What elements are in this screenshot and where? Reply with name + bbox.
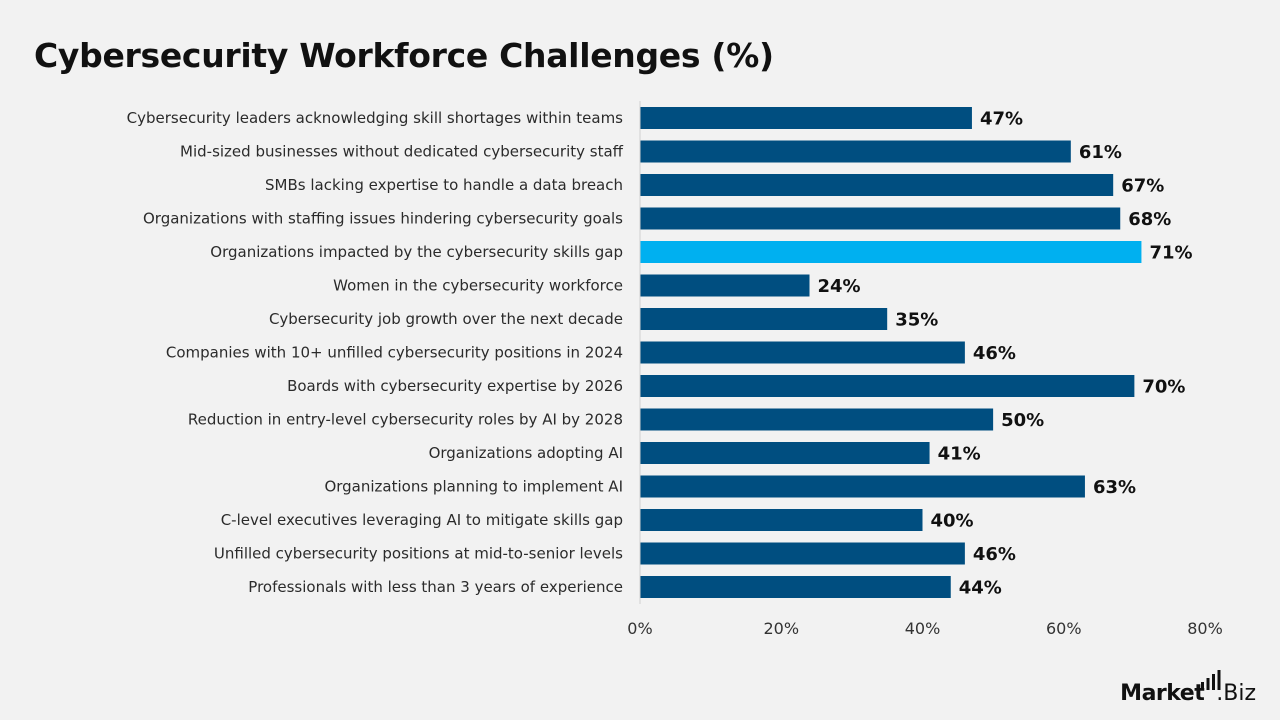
category-labels: Cybersecurity leaders acknowledging skil… — [127, 109, 624, 596]
bar — [640, 107, 972, 129]
category-label: C-level executives leveraging AI to miti… — [221, 511, 623, 529]
bar — [640, 207, 1121, 230]
value-label: 50% — [1001, 410, 1044, 431]
category-label: Mid-sized businesses without dedicated c… — [180, 143, 624, 161]
value-label: 70% — [1142, 377, 1185, 398]
value-label: 47% — [980, 109, 1023, 130]
value-label: 46% — [973, 544, 1016, 565]
bar — [640, 308, 888, 330]
bars — [640, 107, 1142, 598]
value-label: 67% — [1121, 176, 1164, 197]
value-label: 41% — [938, 444, 981, 465]
value-labels: 47% 61% 67% 68% 71% 24% 35% 46% 70% 50% 41% 63% 40% 4… — [818, 109, 1193, 599]
category-label: Organizations with staffing issues hinde… — [143, 210, 623, 228]
value-label: 44% — [959, 578, 1002, 599]
brand-name: Market — [1120, 681, 1205, 706]
chart-title: Cybersecurity Workforce Challenges (%) — [34, 36, 774, 75]
value-label: 68% — [1128, 209, 1171, 230]
bar — [640, 341, 965, 364]
bar — [640, 241, 1142, 263]
bar — [640, 576, 951, 598]
category-label: Organizations impacted by the cybersecur… — [210, 243, 623, 261]
category-label: Women in the cybersecurity workforce — [333, 277, 623, 295]
bar — [640, 375, 1135, 397]
bar — [640, 475, 1085, 498]
x-axis-ticks: 0% 20% 40% 60% 80% — [627, 619, 1222, 638]
category-label: Companies with 10+ unfilled cybersecurit… — [166, 344, 623, 362]
category-label: Professionals with less than 3 years of … — [248, 578, 623, 596]
category-label: Unfilled cybersecurity positions at mid-… — [214, 545, 623, 563]
value-label: 24% — [818, 276, 861, 297]
category-label: Organizations planning to implement AI — [324, 478, 623, 496]
x-tick-label: 60% — [1046, 619, 1082, 638]
category-label: Boards with cybersecurity expertise by 2… — [287, 377, 623, 395]
category-label: Organizations adopting AI — [429, 444, 623, 462]
x-tick-label: 20% — [763, 619, 799, 638]
bar — [640, 274, 810, 297]
bar-chart: Cybersecurity leaders acknowledging skil… — [127, 101, 1223, 638]
category-label: SMBs lacking expertise to handle a data … — [265, 176, 623, 194]
value-label: 35% — [895, 310, 938, 331]
value-label: 40% — [931, 511, 974, 532]
bar — [640, 442, 930, 464]
x-tick-label: 40% — [905, 619, 941, 638]
x-tick-label: 80% — [1187, 619, 1223, 638]
bar — [640, 509, 923, 531]
brand-logo: Market .Biz — [1120, 670, 1256, 706]
category-label: Reduction in entry-level cybersecurity r… — [188, 411, 623, 429]
value-label: 71% — [1149, 243, 1192, 264]
bar — [640, 174, 1114, 196]
bar-chart-icon — [1201, 670, 1221, 690]
x-tick-label: 0% — [627, 619, 652, 638]
brand-suffix: .Biz — [1216, 681, 1256, 706]
bar — [640, 140, 1071, 163]
value-label: 63% — [1093, 477, 1136, 498]
category-label: Cybersecurity job growth over the next d… — [269, 310, 623, 328]
category-label: Cybersecurity leaders acknowledging skil… — [127, 109, 624, 127]
bar — [640, 542, 965, 565]
bar — [640, 408, 994, 431]
value-label: 46% — [973, 343, 1016, 364]
value-label: 61% — [1079, 142, 1122, 163]
